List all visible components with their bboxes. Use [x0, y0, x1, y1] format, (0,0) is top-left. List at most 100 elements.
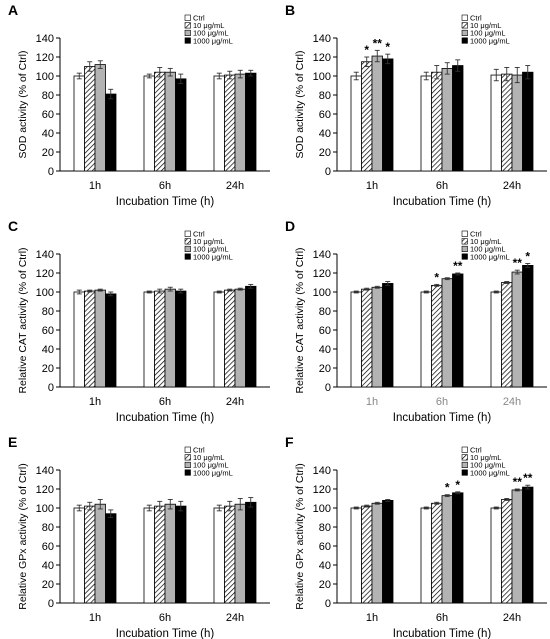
y-tick-label: 100	[313, 71, 331, 83]
bar	[441, 278, 453, 388]
y-tick-label: 100	[313, 503, 331, 515]
legend-swatch	[461, 230, 468, 237]
legend-swatch	[461, 22, 468, 29]
bar	[84, 505, 96, 604]
bar	[175, 290, 187, 388]
y-tick-label: 20	[42, 363, 54, 375]
bar	[213, 75, 225, 172]
panel-label: F	[285, 434, 294, 450]
x-tick-label: 1h	[89, 180, 101, 192]
x-tick-label: 24h	[503, 612, 521, 624]
legend-label: Ctrl	[470, 230, 482, 239]
bar	[143, 507, 155, 604]
panel-label: E	[8, 434, 17, 450]
legend-swatch	[184, 454, 191, 461]
x-axis-title: Incubation Time (h)	[116, 628, 215, 639]
y-tick-label: 0	[325, 382, 331, 394]
x-tick-label: 6h	[436, 396, 448, 408]
x-axis-title: Incubation Time (h)	[116, 196, 215, 208]
bar	[501, 73, 513, 172]
bar	[350, 507, 362, 604]
y-tick-label: 60	[42, 541, 54, 553]
panel-label: C	[8, 218, 18, 234]
legend-swatch	[184, 469, 191, 476]
panel-c: C 0 20 40 60 80 100 120 140 Relative CAT activity…	[8, 218, 270, 424]
legend-label: 1000 μg/mL	[470, 36, 510, 45]
legend-label: 10 μg/mL	[470, 237, 501, 246]
y-tick-label: 100	[36, 71, 54, 83]
x-axis-title: Incubation Time (h)	[116, 412, 215, 424]
legend-label: 10 μg/mL	[193, 237, 224, 246]
x-tick-label: 24h	[226, 612, 244, 624]
legend-swatch	[461, 245, 468, 252]
legend-swatch	[184, 238, 191, 245]
x-tick-label: 1h	[366, 612, 378, 624]
x-tick-label: 6h	[159, 180, 171, 192]
bar	[94, 503, 106, 604]
y-tick-label: 20	[42, 147, 54, 159]
y-tick-label: 120	[313, 484, 331, 496]
bar	[245, 72, 257, 172]
bar	[73, 291, 85, 388]
legend-label: 1000 μg/mL	[470, 252, 510, 261]
legend-label: 100 μg/mL	[470, 29, 506, 38]
panel-a: A 0 20 40 60 80 100 120 140 SOD activity (% of Ct…	[8, 2, 270, 208]
bar	[154, 71, 166, 172]
bar	[522, 264, 534, 388]
bar	[154, 505, 166, 604]
legend-swatch	[184, 253, 191, 260]
legend-label: 1000 μg/mL	[193, 252, 233, 261]
legend-label: 10 μg/mL	[470, 21, 501, 30]
y-axis-title: Relative CAT activity (% of Ctrl)	[294, 247, 306, 393]
legend-swatch	[184, 446, 191, 453]
bar	[175, 78, 187, 172]
panel-label: D	[285, 218, 295, 234]
significance-mark: **	[453, 259, 463, 273]
bar	[431, 71, 443, 172]
significance-mark: *	[455, 478, 460, 492]
legend-swatch	[461, 469, 468, 476]
bar	[154, 290, 166, 388]
bar	[245, 501, 257, 604]
significance-mark: *	[385, 40, 390, 54]
bar	[224, 505, 236, 604]
bar	[371, 55, 383, 172]
legend-swatch	[461, 253, 468, 260]
x-tick-label: 1h	[366, 396, 378, 408]
bar	[84, 290, 96, 388]
legend-swatch	[461, 454, 468, 461]
x-tick-label: 1h	[89, 396, 101, 408]
y-tick-label: 40	[42, 560, 54, 572]
legend-swatch	[184, 230, 191, 237]
y-tick-label: 60	[319, 541, 331, 553]
legend-swatch	[461, 238, 468, 245]
y-tick-label: 40	[319, 560, 331, 572]
y-tick-label: 80	[42, 522, 54, 534]
bar	[490, 507, 502, 604]
y-tick-label: 140	[313, 33, 331, 45]
legend-label: 10 μg/mL	[470, 453, 501, 462]
bar	[371, 502, 383, 604]
x-tick-label: 24h	[226, 180, 244, 192]
bar	[501, 282, 513, 388]
legend-label: 1000 μg/mL	[193, 36, 233, 45]
bar	[350, 291, 362, 388]
y-tick-label: 120	[36, 268, 54, 280]
bar	[84, 66, 96, 172]
y-axis-title: Relative GPx activity (% of Ctrl)	[294, 463, 306, 609]
y-tick-label: 120	[313, 52, 331, 64]
legend-swatch	[184, 461, 191, 469]
y-tick-label: 140	[36, 465, 54, 477]
legend-swatch	[461, 37, 468, 44]
legend-label: Ctrl	[193, 230, 205, 239]
legend-swatch	[184, 14, 191, 21]
legend-label: Ctrl	[470, 14, 482, 23]
significance-mark: **	[513, 256, 523, 270]
bar	[511, 489, 523, 604]
legend-label: 100 μg/mL	[193, 29, 229, 38]
legend-label: Ctrl	[470, 446, 482, 455]
legend-label: 100 μg/mL	[193, 461, 229, 470]
